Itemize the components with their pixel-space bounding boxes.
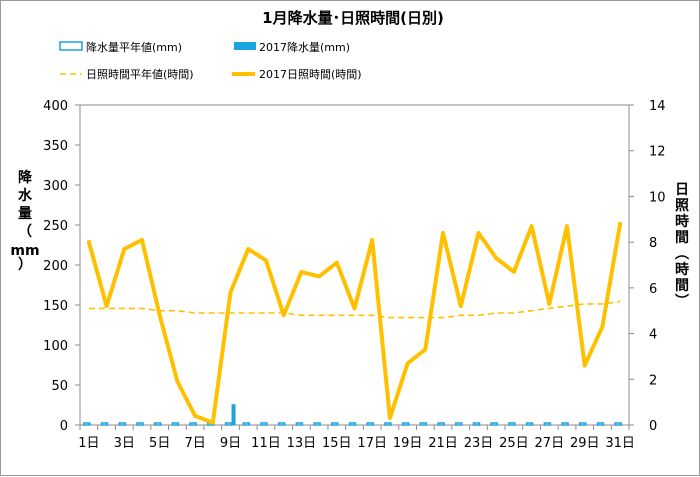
left-tick-label: 200: [43, 259, 68, 274]
x-tick-label: 25日: [499, 436, 529, 451]
normal-precip-bar: [508, 422, 516, 426]
normal-precip-bar: [525, 422, 534, 426]
left-axis-title-unit: mm: [10, 243, 39, 259]
right-tick-label: 2: [649, 373, 657, 388]
legend-swatch-normal-precip: [59, 41, 83, 51]
left-tick-label: 250: [43, 219, 68, 234]
left-tick-label: 150: [43, 299, 68, 314]
precip-2017-bar: [231, 404, 236, 425]
normal-precip-bar: [260, 422, 268, 426]
normal-precip-bar: [100, 422, 109, 426]
legend-label-sunshine-2017: 2017日照時間(時間): [259, 68, 362, 81]
left-tick-label: 300: [43, 179, 68, 194]
x-tick-label: 29日: [570, 436, 600, 451]
x-tick-label: 17日: [357, 436, 387, 451]
legend-label-normal-precip: 降水量平年値(mm): [86, 40, 182, 54]
legend-label-normal-sunshine: 日照時間平年値(時間): [86, 67, 194, 81]
normal-precip-bar: [401, 422, 410, 426]
normal-precip-bar: [437, 422, 445, 426]
normal-precip-bar: [153, 422, 162, 426]
normal-precip-bar: [118, 422, 127, 426]
right-axis-title-char: ︶: [674, 293, 689, 310]
right-axis-title-char: 日: [675, 182, 689, 198]
normal-precip-bar: [614, 422, 622, 426]
right-tick-label: 0: [649, 419, 657, 434]
normal-precip-bar: [242, 422, 250, 426]
left-axis-title-close: ）: [18, 257, 32, 273]
axes: 0 50 100 150 200 250 300 350 400 0 2 4 6 8 10 12 14 1日 3日 5…: [43, 99, 665, 451]
left-tick-label: 50: [51, 379, 68, 394]
right-tick-label: 4: [649, 328, 657, 343]
normal-precip-bar: [472, 422, 481, 426]
normal-precip-bar: [490, 422, 498, 426]
chart-title: 1月降水量･日照時間(日別): [262, 9, 444, 27]
x-tick-label: 23日: [464, 436, 494, 451]
normal-precip-bar: [578, 422, 587, 426]
normal-sunshine-line: [88, 300, 621, 319]
normal-precip-bar: [561, 422, 569, 426]
x-tick-label: 15日: [322, 436, 352, 451]
right-axis-title: 日照時間︵時間︶: [674, 182, 689, 310]
bars-layer: [83, 404, 622, 426]
lines-layer: [86, 221, 623, 425]
left-axis-title-char: 量: [18, 206, 32, 222]
left-axis-title-char: 水: [18, 187, 33, 204]
right-tick-label: 10: [649, 190, 666, 205]
legend-label-precip-2017: 2017降水量(mm): [259, 40, 350, 54]
x-tick-label: 3日: [114, 436, 135, 451]
normal-precip-bar: [543, 422, 552, 426]
normal-precip-bar: [455, 422, 463, 426]
x-tick-label: 5日: [149, 436, 170, 451]
x-tick-label: 27日: [535, 436, 565, 451]
left-axis-title-char: （: [18, 224, 32, 240]
normal-precip-bar: [366, 422, 374, 426]
x-tick-label: 21日: [428, 436, 458, 451]
normal-precip-bar: [348, 422, 357, 426]
right-axis-title-char: 時: [675, 261, 689, 278]
legend: 降水量平年値(mm) 2017降水量(mm) 日照時間平年値(時間) 2017日照時間…: [59, 40, 362, 81]
right-tick-label: 6: [649, 282, 657, 297]
left-tick-label: 0: [60, 419, 68, 434]
right-axis-title-char: ︵: [674, 246, 689, 262]
normal-precip-bar: [384, 422, 392, 426]
normal-precip-bar: [313, 422, 321, 426]
x-tick-label: 11日: [251, 436, 281, 451]
x-tick-label: 7日: [184, 436, 205, 451]
x-tick-label: 31日: [605, 436, 635, 451]
normal-precip-bar: [83, 422, 91, 426]
left-tick-label: 350: [43, 139, 68, 154]
normal-precip-bar: [331, 422, 339, 426]
normal-precip-bar: [277, 422, 286, 426]
normal-precip-bar: [136, 422, 144, 426]
normal-precip-bar: [419, 422, 428, 426]
right-axis-title-char: 照: [675, 198, 689, 214]
right-tick-label: 14: [649, 99, 666, 114]
normal-precip-bar: [171, 422, 180, 426]
left-tick-label: 100: [43, 339, 68, 354]
left-tick-label: 400: [43, 99, 68, 114]
normal-precip-bar: [189, 422, 197, 426]
x-tick-label: 13日: [287, 436, 317, 451]
right-axis-title-char: 間: [675, 230, 689, 246]
right-tick-label: 8: [649, 236, 657, 251]
sunshine-2017-line: [86, 221, 623, 425]
x-tick-label: 1日: [78, 436, 99, 451]
plot-area-border: [79, 104, 630, 426]
right-axis-title-char: 間: [675, 278, 689, 294]
right-axis-title-char: 時: [675, 213, 689, 230]
x-tick-label: 19日: [393, 436, 423, 451]
left-axis-title: 降水量 （ mm）: [10, 169, 39, 273]
right-tick-label: 12: [649, 145, 666, 160]
x-tick-label: 9日: [220, 436, 241, 451]
left-axis-title-char: 降: [18, 169, 33, 186]
normal-precip-bar: [295, 422, 304, 426]
legend-swatch-precip-2017: [234, 42, 256, 50]
normal-precip-bar: [224, 422, 233, 426]
normal-precip-bar: [596, 422, 605, 426]
